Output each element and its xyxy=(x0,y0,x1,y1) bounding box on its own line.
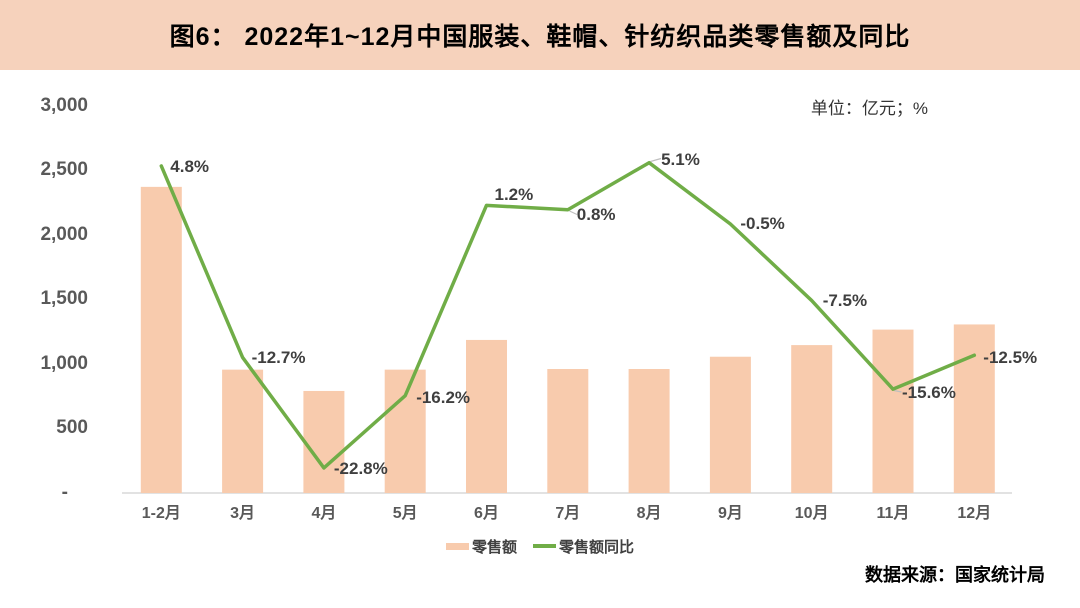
legend-line-label: 零售额同比 xyxy=(559,538,635,556)
x-tick-label-4: 6月 xyxy=(474,505,499,522)
x-tick-label-0: 1-2月 xyxy=(141,505,181,522)
figure-header: 图6： 2022年1~12月中国服装、鞋帽、针纺织品类零售额及同比 xyxy=(0,0,1080,70)
y-tick-label-2: 2,000 xyxy=(40,223,88,245)
x-tick-label-10: 12月 xyxy=(957,505,992,522)
x-tick-label-5: 7月 xyxy=(555,505,581,522)
x-tick-label-7: 9月 xyxy=(717,505,743,522)
bar-5 xyxy=(547,369,589,493)
bar-6 xyxy=(628,369,670,493)
unit-label: 单位：亿元；% xyxy=(810,99,928,118)
line-data-label-0: 4.8% xyxy=(170,157,210,177)
line-data-label-7: -0.5% xyxy=(740,214,785,234)
line-data-label-3: -16.2% xyxy=(416,388,471,408)
label-leader-5 xyxy=(569,210,578,216)
y-tick-label-3: 1,500 xyxy=(40,288,88,310)
x-tick-label-9: 11月 xyxy=(876,505,910,522)
source-label: 数据来源：国家统计局 xyxy=(865,565,1045,585)
y-tick-label-5: 500 xyxy=(56,417,88,439)
y-tick-label-6: - xyxy=(61,482,68,503)
line-data-label-8: -7.5% xyxy=(822,291,868,311)
x-tick-label-3: 5月 xyxy=(392,505,418,522)
line-data-label-5: 0.8% xyxy=(576,205,616,225)
bar-9 xyxy=(872,329,914,493)
y-tick-label-1: 2,500 xyxy=(40,159,88,181)
x-tick-label-2: 4月 xyxy=(311,505,337,522)
bar-10 xyxy=(953,324,995,493)
bar-4 xyxy=(466,339,507,493)
bar-2 xyxy=(303,390,345,493)
label-leader-9 xyxy=(893,389,902,393)
legend: 零售额 零售额同比 xyxy=(0,537,1080,556)
yoy-line xyxy=(159,160,977,470)
bar-0 xyxy=(140,186,182,493)
line-data-label-4: 1.2% xyxy=(494,184,534,204)
legend-bar-label: 零售额 xyxy=(471,538,517,556)
line-data-label-2: -22.8% xyxy=(333,459,388,479)
line-data-label-6: 5.1% xyxy=(661,150,700,170)
legend-bar-swatch xyxy=(445,542,469,550)
x-tick-label-8: 10月 xyxy=(794,505,829,522)
legend-line-swatch xyxy=(533,544,556,548)
label-leader-6 xyxy=(650,157,662,163)
y-tick-label-0: 3,000 xyxy=(40,94,88,116)
bar-1 xyxy=(222,369,264,493)
x-tick-label-6: 8月 xyxy=(636,505,662,522)
line-data-label-10: -12.5% xyxy=(983,347,1038,367)
bar-8 xyxy=(791,345,833,493)
bar-3 xyxy=(384,369,426,493)
y-tick-label-4: 1,000 xyxy=(40,352,88,374)
bar-7 xyxy=(709,356,751,493)
line-data-label-9: -15.6% xyxy=(902,382,956,402)
line-data-label-1: -12.7% xyxy=(251,347,306,367)
figure-title: 图6： 2022年1~12月中国服装、鞋帽、针纺织品类零售额及同比 xyxy=(169,23,911,51)
x-tick-label-1: 3月 xyxy=(230,505,256,522)
